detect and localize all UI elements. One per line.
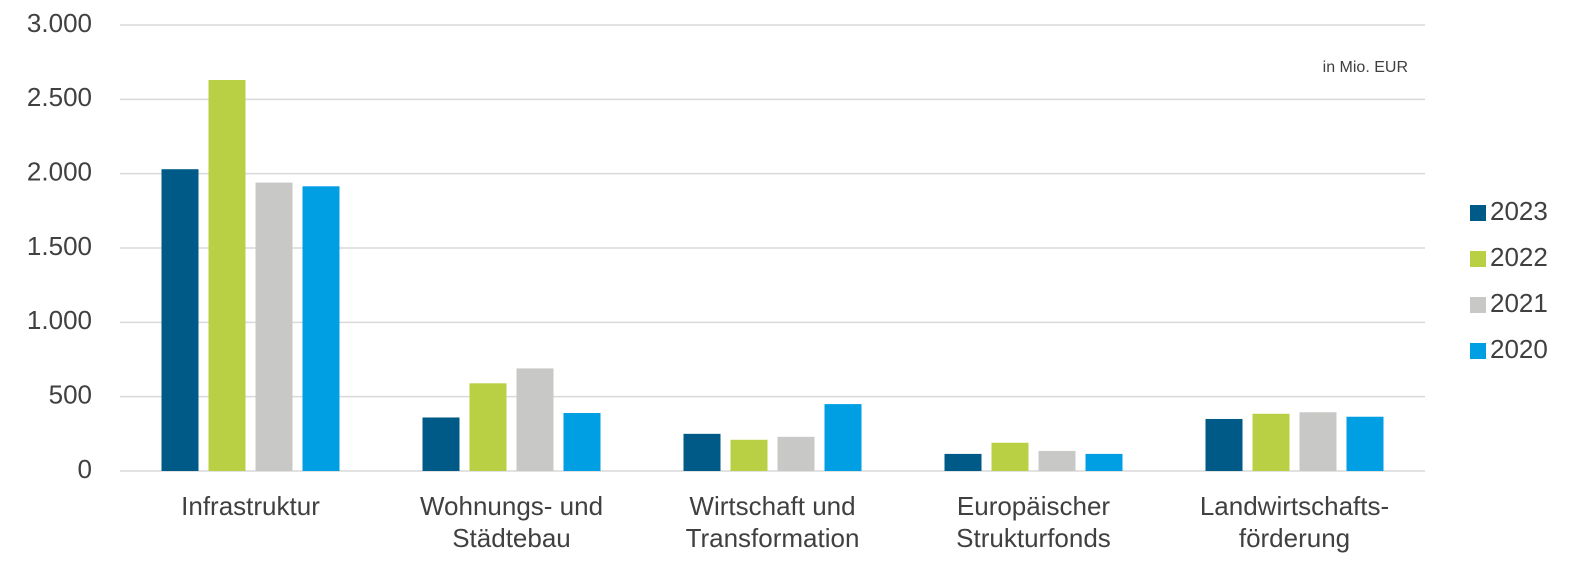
bar bbox=[1346, 416, 1384, 471]
unit-label: in Mio. EUR bbox=[1323, 59, 1408, 76]
bar bbox=[730, 439, 768, 471]
bar bbox=[1205, 418, 1243, 471]
legend-swatch bbox=[1470, 205, 1486, 221]
legend-label: 2023 bbox=[1490, 196, 1548, 226]
y-tick-label: 0 bbox=[78, 454, 92, 484]
y-tick-label: 500 bbox=[49, 380, 92, 410]
bar bbox=[1038, 450, 1076, 471]
legend-swatch bbox=[1470, 251, 1486, 267]
bar bbox=[991, 442, 1029, 471]
y-tick-label: 1.500 bbox=[27, 231, 92, 261]
bar bbox=[516, 368, 554, 471]
x-tick-label: Landwirtschafts- förderung bbox=[1199, 491, 1390, 553]
bar bbox=[777, 436, 815, 471]
y-tick-label: 3.000 bbox=[27, 8, 92, 38]
bar bbox=[824, 404, 862, 471]
legend-label: 2022 bbox=[1490, 242, 1548, 272]
bar bbox=[255, 182, 293, 471]
legend-swatch bbox=[1470, 297, 1486, 313]
x-tick-label: Wohnungs- und Städtebau bbox=[419, 491, 604, 553]
y-tick-label: 1.000 bbox=[27, 305, 92, 335]
bar bbox=[1085, 453, 1123, 471]
x-tick-label: Infrastruktur bbox=[181, 491, 320, 521]
legend-swatch bbox=[1470, 343, 1486, 359]
bar bbox=[1252, 413, 1290, 471]
y-tick-label: 2.000 bbox=[27, 157, 92, 187]
legend-label: 2020 bbox=[1490, 334, 1548, 364]
bar bbox=[469, 383, 507, 471]
bar bbox=[944, 453, 982, 471]
bar bbox=[422, 417, 460, 471]
x-tick-label: Europäischer Strukturfonds bbox=[956, 491, 1111, 553]
bar bbox=[208, 80, 246, 472]
bar bbox=[563, 413, 601, 471]
bar bbox=[302, 186, 340, 471]
legend-label: 2021 bbox=[1490, 288, 1548, 318]
y-tick-label: 2.500 bbox=[27, 82, 92, 112]
x-tick-label: Wirtschaft und Transformation bbox=[685, 491, 860, 553]
bar bbox=[683, 433, 721, 471]
bar bbox=[161, 169, 199, 471]
bar bbox=[1299, 412, 1337, 471]
